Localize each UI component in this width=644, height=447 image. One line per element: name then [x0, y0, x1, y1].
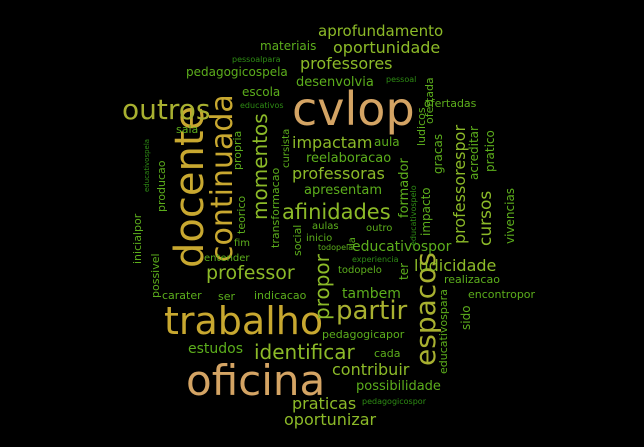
word-educativospelo: educativospelo — [409, 185, 418, 246]
word-carater: carater — [162, 289, 202, 302]
word-impactam: impactam — [292, 133, 373, 152]
word-oportunizar: oportunizar — [284, 410, 377, 429]
word-estudos: estudos — [188, 341, 244, 357]
word-aula: aula — [374, 135, 400, 149]
word-inicialpor: inicialpor — [131, 213, 144, 264]
word-materiais: materiais — [260, 39, 317, 53]
word-pratico: pratico — [483, 130, 497, 172]
word-indicacao: indicacao — [254, 289, 307, 302]
word-afinidades: afinidades — [282, 200, 391, 224]
word-cursos: cursos — [476, 190, 496, 246]
word-identificar: identificar — [254, 340, 355, 364]
word-educativos: educativos — [240, 101, 284, 110]
word-professorespor: professorespor — [450, 124, 469, 244]
word-pessoalpara: pessoalpara — [232, 55, 281, 64]
word-ofertadas: ofertadas — [424, 97, 477, 110]
word-contribuir: contribuir — [332, 360, 410, 379]
word-professoras: professoras — [292, 164, 385, 183]
word-aulas: aulas — [312, 221, 339, 232]
word-impacto: impacto — [419, 187, 433, 236]
word-todopela: todopela — [318, 243, 354, 252]
word-vivencias: vivencias — [503, 187, 517, 244]
word-tambem: tambem — [342, 286, 401, 302]
word-momentos: momentos — [248, 113, 272, 220]
word-fim: fim — [234, 238, 251, 249]
word-outro: outro — [366, 223, 393, 234]
word-acreditar: acreditar — [467, 126, 481, 180]
word-ser: ser — [218, 290, 236, 303]
word-escola: escola — [242, 85, 281, 99]
word-reelaboracao: reelaboracao — [306, 151, 392, 166]
word-social: social — [291, 224, 304, 256]
word-outros: outros — [122, 93, 211, 126]
word-cvlop: cvlop — [292, 82, 415, 136]
word-trabalho: trabalho — [164, 299, 324, 343]
word-educativospor: educativospor — [352, 239, 452, 255]
word-sala: sala — [176, 123, 199, 136]
word-propria: propria — [231, 130, 244, 170]
word-ludicidade: ludicidade — [414, 256, 497, 275]
word-encontropor: encontropor — [468, 288, 536, 301]
word-realizacao: realizacao — [444, 273, 500, 286]
word-partir: partir — [336, 296, 408, 326]
word-transformacao: transformacao — [269, 167, 282, 248]
word-ter: ter — [397, 262, 411, 280]
word-oportunidade: oportunidade — [333, 38, 441, 57]
word-gracas: gracas — [431, 133, 445, 174]
word-teorico: teorico — [235, 195, 248, 234]
word-desenvolvia: desenvolvia — [296, 75, 374, 90]
word-propor: propor — [310, 254, 334, 320]
word-entender: entender — [204, 253, 250, 264]
word-inicio: inicio — [306, 233, 333, 244]
word-pedagogicospela: pedagogicospela — [186, 65, 288, 79]
word-professor: professor — [206, 262, 295, 284]
word-cada: cada — [374, 347, 401, 360]
word-educativospela: educativospela — [143, 138, 151, 192]
word-possivel: possivel — [149, 253, 162, 298]
word-todopelo: todopelo — [338, 265, 382, 276]
word-cursista: cursista — [281, 128, 292, 168]
word-experiencia: experiencia — [352, 255, 399, 264]
word-producao: producao — [155, 160, 168, 212]
word-professores: professores — [300, 54, 393, 73]
word-ludicos: ludicos — [415, 107, 428, 146]
word-sido: sido — [459, 305, 473, 330]
word-aprofundamento: aprofundamento — [318, 22, 444, 40]
word-possibilidade: possibilidade — [356, 379, 441, 394]
word-continuada: continuada — [205, 94, 240, 262]
word-pedagogicospor: pedagogicospor — [362, 397, 426, 406]
word-praticas: praticas — [292, 394, 357, 413]
word-oficina: oficina — [186, 356, 326, 405]
word-pessoal: pessoal — [386, 75, 417, 84]
word-educativospara: educativospara — [437, 289, 450, 374]
word-apresentam: apresentam — [304, 183, 383, 198]
word-pedagogicapor: pedagogicapor — [322, 328, 405, 341]
